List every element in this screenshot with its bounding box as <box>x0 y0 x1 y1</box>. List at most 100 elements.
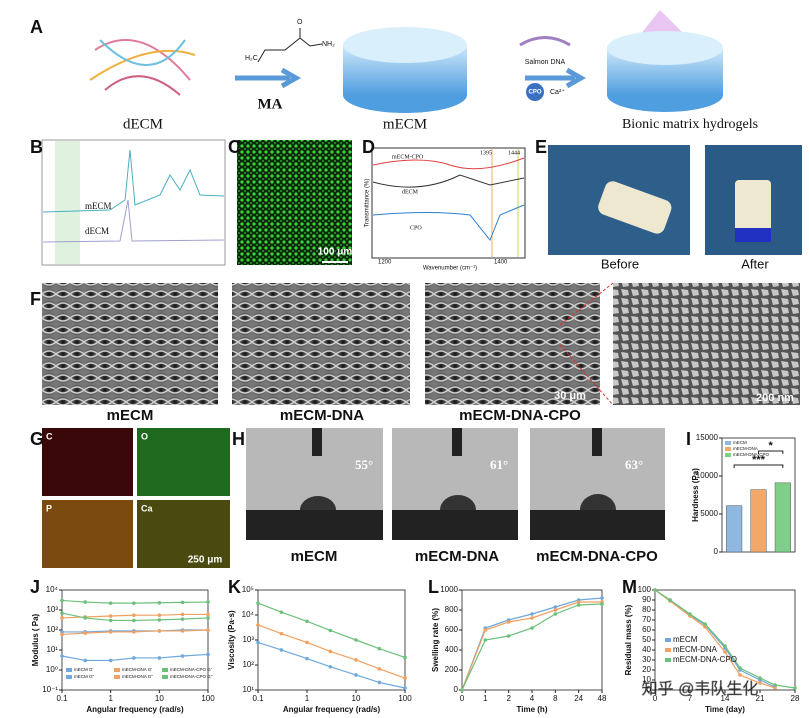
label: 1444 <box>508 150 520 156</box>
legend-label: mECM-DNA-CPO G' <box>170 667 212 672</box>
y-tick-label: 10⁴ <box>242 610 255 619</box>
label: Ca <box>141 503 153 513</box>
legend-label: mECM-DNA-CPO <box>673 655 737 664</box>
label: CPO <box>528 90 541 96</box>
y-tick-label: 50 <box>642 635 651 644</box>
y-tick-label: 400 <box>445 645 459 654</box>
label: mECM <box>85 201 112 211</box>
sem-image <box>232 283 410 405</box>
x-tick-label: 1 <box>305 694 310 703</box>
bar <box>726 505 743 553</box>
label: mECM <box>383 116 427 132</box>
x-tick-label: 10 <box>155 694 164 703</box>
panel-label: B <box>30 137 43 157</box>
y-axis-label: Hardness (Pa) <box>691 468 700 522</box>
label: Before <box>601 256 639 271</box>
line <box>257 602 406 659</box>
scale-label: 30 μm <box>554 390 586 402</box>
watermark: 知乎 @韦队生化 <box>642 680 759 698</box>
label: mECM-CPO <box>392 154 424 160</box>
droplet <box>300 496 336 510</box>
y-tick-label: 60 <box>642 625 651 634</box>
panel-g: C O P Ca 250 μm <box>42 428 230 568</box>
panel-a: dECM H₂C O NH₂ MA mECM Salmon DNA CPO Ca… <box>89 10 758 132</box>
legend-label: mECM-DNA G'' <box>122 674 153 679</box>
droplet <box>440 495 476 510</box>
panel-label: A <box>30 17 43 37</box>
x-tick-label: 14 <box>721 694 730 703</box>
molecule <box>257 28 323 63</box>
x-tick-label: 28 <box>791 694 800 703</box>
y-tick-label: 10 <box>642 675 651 684</box>
dna <box>519 36 571 47</box>
sem-image <box>42 283 218 405</box>
annotation: * <box>769 440 774 452</box>
significance-bracket <box>733 450 784 468</box>
y-tick-label: 10⁵ <box>242 585 254 594</box>
legend-label: mECM <box>673 635 698 644</box>
line <box>461 597 603 691</box>
arrow <box>525 67 587 89</box>
plot-frame <box>257 589 406 691</box>
y-tick-label: 600 <box>445 625 459 634</box>
y-tick-label: 15000 <box>696 433 719 442</box>
panel-label: I <box>686 429 691 449</box>
line <box>461 603 603 691</box>
label: mECM-DNA-CPO <box>536 548 658 565</box>
label: mECM-DNA-CPO <box>459 407 581 424</box>
scale-label: 100 μm <box>318 247 353 258</box>
droplet <box>580 494 616 510</box>
panel-label: K <box>228 577 241 597</box>
x-tick-label: 2 <box>506 694 511 703</box>
substrate <box>530 510 665 540</box>
x-tick-label: 100 <box>201 694 215 703</box>
y-tick-label: 10⁰ <box>46 665 58 674</box>
panel-label: D <box>362 137 375 157</box>
substrate <box>246 510 383 540</box>
label: Ca²⁺ <box>550 88 565 96</box>
label: dECM <box>85 226 109 236</box>
label: After <box>741 256 769 271</box>
legend-swatch <box>162 668 168 672</box>
y-tick-label: 5000 <box>700 509 718 518</box>
x-tick-label: 0.1 <box>252 694 264 703</box>
y-tick-label: 200 <box>445 665 459 674</box>
panel-label: E <box>535 137 547 157</box>
line <box>61 612 209 622</box>
label: NH₂ <box>322 41 335 48</box>
panel-d: mECM-CPO dECM CPO 1395 1444 Transmittanc… <box>365 147 526 272</box>
y-tick-label: 70 <box>642 615 651 624</box>
label: O <box>297 19 303 26</box>
label: CPO <box>410 225 422 231</box>
legend-label: mECM-DNA G' <box>122 667 152 672</box>
y-axis-label: Residual mass (%) <box>624 604 633 675</box>
fluorescence-image <box>237 140 352 265</box>
line <box>61 599 209 604</box>
line <box>61 653 209 662</box>
y-axis-label: Swelling rate (%) <box>431 608 440 672</box>
gel-disk <box>343 27 467 63</box>
y-tick-label: 100 <box>638 585 652 594</box>
y-tick-label: 80 <box>642 605 651 614</box>
label: O <box>141 431 148 441</box>
frame <box>41 139 226 266</box>
x-axis-label: Angular frequency (rad/s) <box>283 705 381 714</box>
zoom-line <box>559 282 614 406</box>
y-tick-label: 800 <box>445 605 459 614</box>
scale-label: 200 nm <box>756 392 794 404</box>
tick-label: 1400 <box>494 260 508 266</box>
line <box>257 624 406 679</box>
x-tick-label: 0 <box>460 694 465 703</box>
legend-swatch <box>114 675 120 679</box>
label: MA <box>258 96 283 112</box>
x-tick-label: 4 <box>530 694 535 703</box>
needle <box>452 428 462 456</box>
scale-label: 250 μm <box>188 555 223 566</box>
line <box>654 589 776 689</box>
label: dECM <box>402 189 419 195</box>
label: 1395 <box>480 150 492 156</box>
substrate <box>392 510 518 540</box>
eds-map <box>137 500 230 568</box>
x-tick-label: 1 <box>483 694 488 703</box>
